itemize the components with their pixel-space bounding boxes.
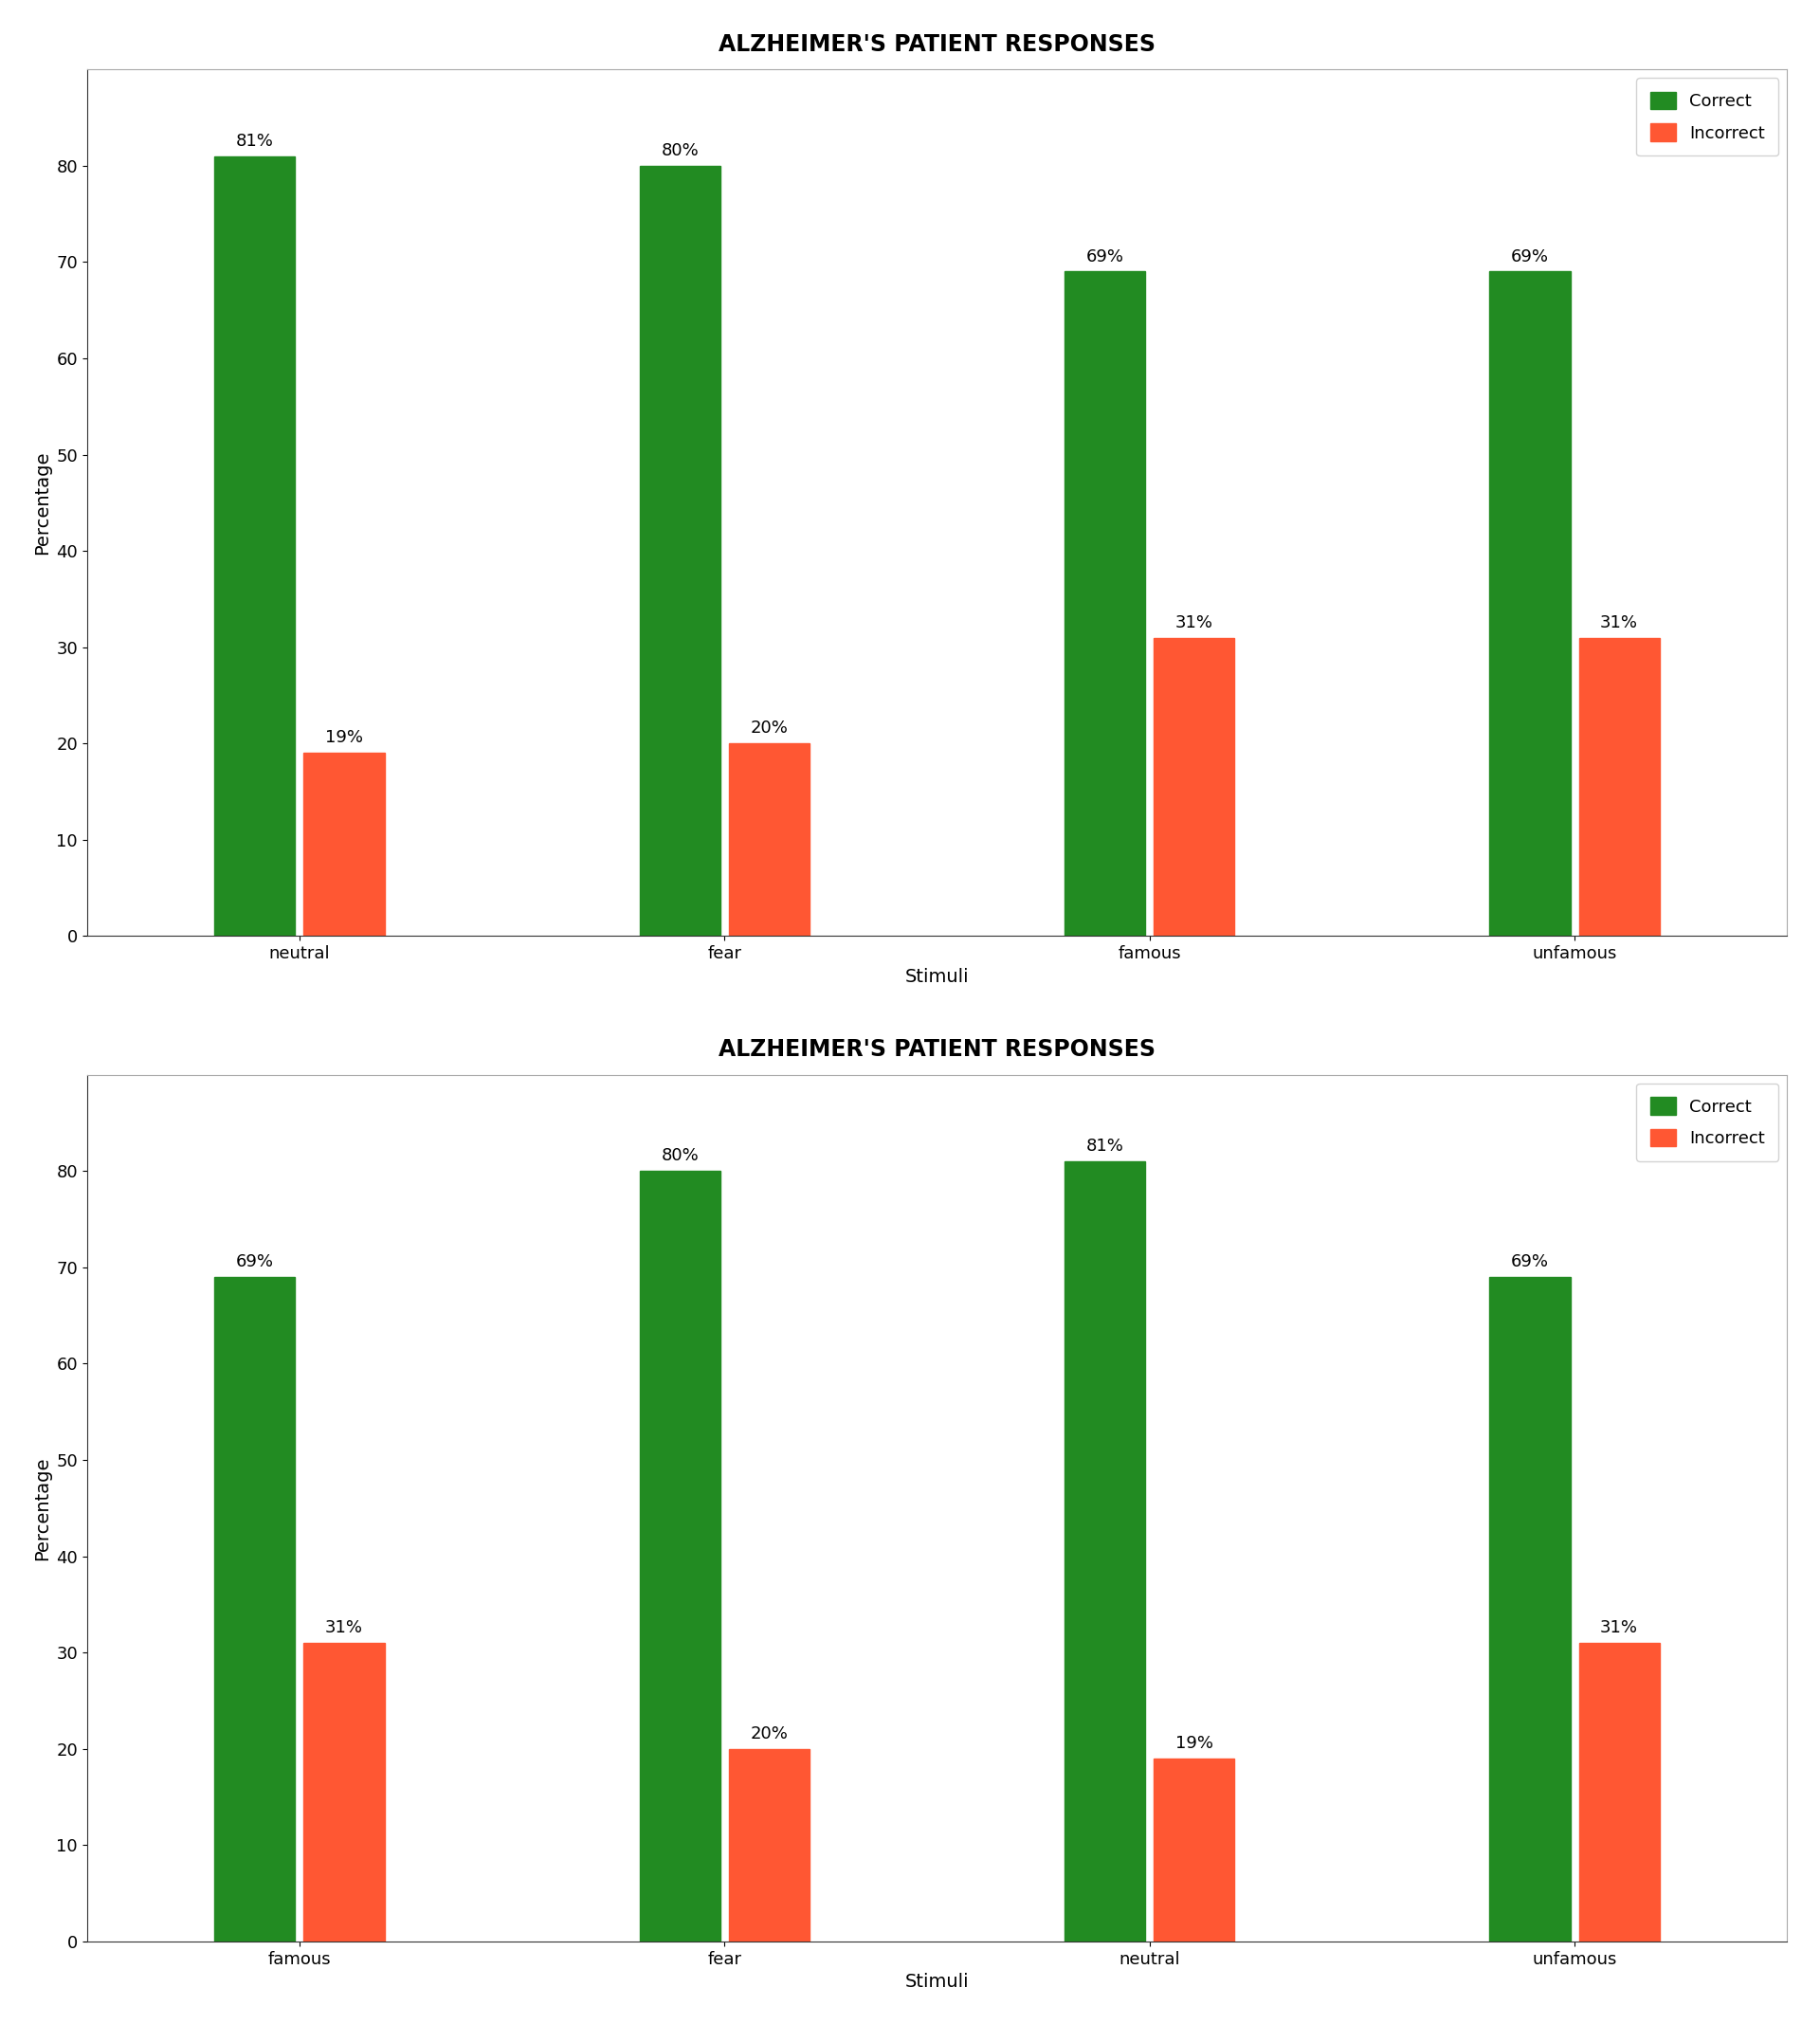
Y-axis label: Percentage: Percentage <box>33 451 51 555</box>
Title: ALZHEIMER'S PATIENT RESPONSES: ALZHEIMER'S PATIENT RESPONSES <box>719 1038 1156 1061</box>
Y-axis label: Percentage: Percentage <box>33 1455 51 1561</box>
Text: 20%: 20% <box>750 1724 788 1743</box>
Bar <box>639 1172 721 1941</box>
Text: 81%: 81% <box>1087 1137 1123 1156</box>
Legend: Correct, Incorrect: Correct, Incorrect <box>1636 77 1778 156</box>
X-axis label: Stimuli: Stimuli <box>905 967 968 986</box>
Legend: Correct, Incorrect: Correct, Incorrect <box>1636 1083 1778 1162</box>
Title: ALZHEIMER'S PATIENT RESPONSES: ALZHEIMER'S PATIENT RESPONSES <box>719 32 1156 57</box>
Bar <box>1154 1759 1234 1941</box>
Text: 20%: 20% <box>750 721 788 737</box>
Bar <box>1154 638 1234 937</box>
Bar <box>639 166 721 937</box>
Bar <box>1578 638 1660 937</box>
Text: 31%: 31% <box>1600 613 1638 631</box>
Text: 80%: 80% <box>661 142 699 160</box>
X-axis label: Stimuli: Stimuli <box>905 1973 968 1992</box>
Bar <box>1489 271 1571 937</box>
Text: 81%: 81% <box>237 132 273 150</box>
Bar <box>1578 1643 1660 1941</box>
Text: 69%: 69% <box>1087 249 1125 265</box>
Bar <box>728 1749 810 1941</box>
Text: 80%: 80% <box>661 1148 699 1164</box>
Bar <box>728 743 810 937</box>
Text: 69%: 69% <box>1511 249 1549 265</box>
Text: 69%: 69% <box>1511 1253 1549 1271</box>
Bar <box>1065 271 1145 937</box>
Text: 31%: 31% <box>326 1619 362 1635</box>
Bar <box>304 1643 384 1941</box>
Text: 69%: 69% <box>237 1253 273 1271</box>
Text: 19%: 19% <box>326 729 362 747</box>
Text: 31%: 31% <box>1176 613 1214 631</box>
Bar <box>1489 1277 1571 1941</box>
Bar <box>1065 1162 1145 1941</box>
Text: 31%: 31% <box>1600 1619 1638 1635</box>
Bar <box>304 753 384 937</box>
Bar <box>215 156 295 937</box>
Text: 19%: 19% <box>1176 1735 1214 1753</box>
Bar <box>215 1277 295 1941</box>
